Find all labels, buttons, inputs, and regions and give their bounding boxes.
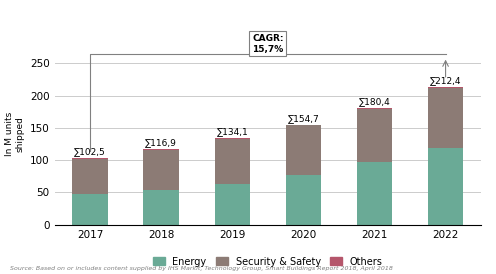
- Bar: [214, 139, 250, 184]
- Text: ∑180,4: ∑180,4: [359, 97, 390, 106]
- Text: CAGR:
15,7%: CAGR: 15,7%: [252, 34, 284, 53]
- Bar: [286, 125, 321, 175]
- Bar: [143, 190, 179, 225]
- Bar: [214, 138, 250, 139]
- Bar: [72, 194, 108, 225]
- Bar: [428, 149, 463, 225]
- Text: ∑154,7: ∑154,7: [288, 114, 319, 123]
- Bar: [428, 87, 463, 88]
- Text: ∑102,5: ∑102,5: [74, 147, 106, 156]
- Bar: [357, 162, 392, 225]
- Text: ∑116,9: ∑116,9: [145, 138, 177, 147]
- Bar: [286, 175, 321, 225]
- Bar: [72, 159, 108, 194]
- Bar: [214, 184, 250, 225]
- Bar: [143, 149, 179, 150]
- Text: ∑134,1: ∑134,1: [216, 127, 248, 136]
- Bar: [72, 158, 108, 159]
- Text: Source: Based on or includes content supplied by IHS Markit, Technology Group, S: Source: Based on or includes content sup…: [10, 266, 393, 271]
- Bar: [143, 150, 179, 190]
- Bar: [428, 88, 463, 149]
- Text: ∑212,4: ∑212,4: [430, 76, 461, 85]
- Bar: [357, 108, 392, 109]
- Text: Overall market for connected equipment in Smart Buildings: Overall market for connected equipment i…: [14, 11, 482, 25]
- Legend: Energy, Security & Safety, Others: Energy, Security & Safety, Others: [149, 253, 387, 270]
- Bar: [357, 109, 392, 162]
- Y-axis label: In M units
shipped: In M units shipped: [5, 112, 24, 156]
